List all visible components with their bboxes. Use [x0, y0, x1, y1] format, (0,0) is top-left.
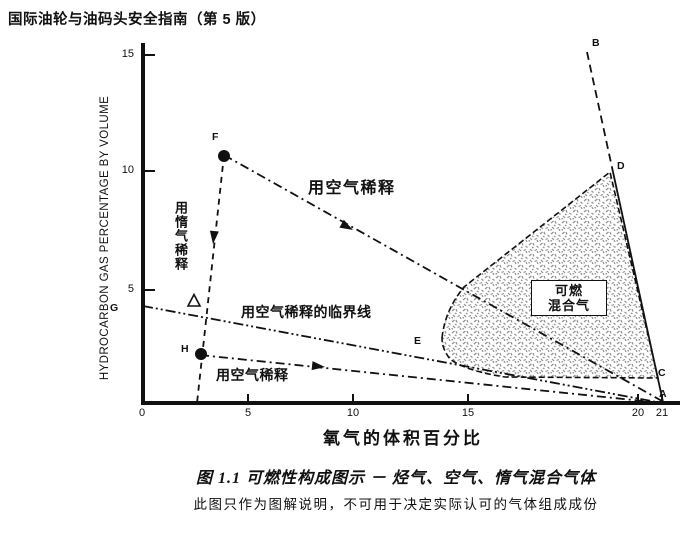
x-axis-title: 氧气的体积百分比 — [323, 429, 483, 448]
point-label-B: B — [592, 37, 600, 49]
annotation-critical-dilution-line: 用空气稀释的临界线 — [241, 304, 372, 320]
x-tick-label-15: 15 — [461, 407, 475, 419]
figure-caption: 图 1.1 可燃性构成图示 － 烃气、空气、惰气混合气体 — [195, 470, 596, 487]
point-label-F: F — [212, 131, 219, 143]
annotation-dilute-with-air-lower: 用空气稀释 — [216, 367, 289, 383]
air-hydrocarbon-mixture-line-upper — [586, 51, 614, 173]
figure-note: 此图只作为图解说明，不可用于决定实际认可的气体组成成份 — [193, 497, 599, 512]
point-label-D: D — [617, 160, 625, 172]
flammable-mixture-label-line1: 可燃 — [554, 283, 583, 298]
triangle-marker — [186, 292, 202, 307]
critical-dilution-line — [142, 305, 663, 404]
x-tick-label-10: 10 — [346, 407, 360, 419]
point-label-G: G — [110, 302, 119, 314]
y-tick-label-15: 15 — [121, 48, 134, 60]
air-hydrocarbon-mixture-line-lower — [612, 171, 664, 403]
flammable-region — [441, 170, 660, 379]
arrow-on-F-air-line-icon — [339, 219, 353, 230]
point-label-C: C — [658, 367, 666, 379]
dilution-of-F-with-air-line — [223, 154, 663, 402]
arrow-on-inert-gas-line-icon — [209, 230, 219, 244]
point-label-H: H — [181, 343, 189, 355]
point-F-marker — [218, 150, 230, 162]
annotation-dilute-with-inert-gas: 用惰气稀释 — [173, 201, 188, 271]
point-label-E: E — [414, 335, 422, 347]
dilution-of-F-with-inert-gas-line — [196, 154, 225, 404]
annotation-dilute-with-air-upper: 用空气稀释 — [308, 180, 396, 197]
dilution-of-H-with-air-line — [199, 354, 663, 404]
y-tick-label-5: 5 — [127, 283, 134, 295]
x-tick-label-21: 21 — [655, 407, 669, 419]
y-axis-title: HYDROCARBON GAS PERCENTAGE BY VOLUME — [99, 95, 111, 381]
point-H-marker — [195, 348, 207, 360]
x-tick-label-0: 0 — [138, 407, 146, 419]
y-tick-label-10: 10 — [121, 164, 134, 176]
document-title: 国际油轮与油码头安全指南（第 5 版） — [8, 12, 266, 28]
x-tick-label-5: 5 — [244, 407, 252, 419]
flammable-mixture-label-box: 可燃 混合气 — [531, 280, 607, 316]
x-tick-label-20: 20 — [631, 407, 645, 419]
point-label-A: A — [659, 388, 667, 400]
arrow-on-H-air-line-icon — [311, 361, 325, 371]
flammable-mixture-label-line2: 混合气 — [547, 298, 590, 313]
